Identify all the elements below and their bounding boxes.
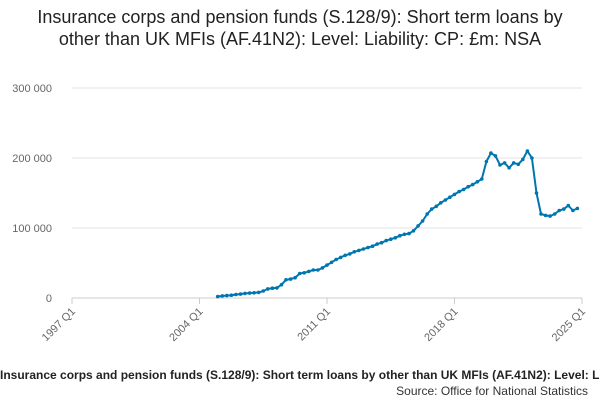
data-point [393,236,398,240]
data-point [398,233,402,238]
data-point [507,166,511,170]
source-note: Source: Office for National Statistics [396,384,588,398]
series-layer [215,149,580,299]
data-point [320,266,325,270]
data-point [502,161,507,165]
data-point [379,240,384,245]
gridlines [72,87,582,229]
data-point [434,204,439,209]
data-point [457,189,461,194]
x-tick-label: 1997 Q1 [40,306,78,344]
data-point [243,291,247,296]
data-point [270,286,275,291]
y-tick-label: 200 000 [12,153,52,165]
data-point [338,255,343,260]
data-point [571,208,575,213]
data-point [466,184,471,189]
data-point [256,290,261,295]
data-point [521,157,525,162]
data-point [343,253,348,258]
data-point [238,292,243,296]
data-point [384,238,389,243]
data-point [480,177,484,181]
data-point [252,291,256,295]
chart-title: Insurance corps and pension funds (S.128… [37,7,563,49]
data-point [489,151,493,155]
data-point [357,248,361,253]
data-point [348,252,352,256]
data-point [329,260,334,265]
data-point [261,289,266,293]
data-point [402,232,407,237]
x-tick-label: 2004 Q1 [167,306,205,344]
data-point [297,271,302,276]
x-tick-label: 2011 Q1 [295,306,333,344]
data-point [475,180,480,184]
x-tick-label: 2018 Q1 [422,306,460,344]
data-point [416,224,420,228]
data-point [302,271,307,275]
data-point [530,156,534,160]
data-point [293,275,297,280]
data-point [439,201,443,205]
series-line [217,150,578,298]
data-point [566,203,571,208]
y-tick-label: 100 000 [12,223,52,235]
data-point [284,278,288,282]
data-point [247,291,252,295]
data-point [448,195,452,199]
data-point [543,213,548,218]
data-point [493,154,498,158]
footer-chart-title: Insurance corps and pension funds (S.128… [0,368,600,382]
data-point [288,277,293,281]
x-tick-label: 2025 Q1 [550,306,588,344]
y-tick-label: 300 000 [12,83,52,95]
y-tick-label: 0 [46,293,52,305]
data-point [525,149,530,153]
data-point [516,162,521,167]
data-point [220,294,225,298]
data-point [575,206,580,211]
data-point [375,242,379,246]
data-point [429,207,434,211]
data-point [484,159,489,164]
data-point [534,191,539,195]
data-point [548,214,552,218]
tick-labels: 0 100 000 200 000 300 000 1997 Q1 2004 Q1 2011… [12,83,588,344]
data-point [225,293,229,298]
data-point [316,268,320,272]
data-point [389,237,393,241]
data-point [234,292,238,297]
data-point [352,250,357,254]
data-point [411,229,416,233]
data-point [420,219,425,223]
data-point [279,282,284,287]
data-point [334,257,338,262]
data-point [562,207,566,211]
data-point [266,287,270,291]
data-point [311,268,316,272]
data-point [452,192,457,197]
data-point [229,293,234,298]
data-point [470,182,475,187]
data-point [407,231,411,236]
data-point [498,163,502,167]
data-point [325,263,329,267]
axes [71,297,583,304]
data-point [539,212,543,216]
data-point [370,244,375,248]
data-point [511,161,516,165]
data-point [361,247,366,251]
data-point [461,187,466,192]
data-point [215,294,220,299]
data-point [557,208,561,213]
data-point [275,286,279,290]
data-point [552,212,557,216]
data-point [366,245,370,250]
data-point [307,269,311,274]
data-point [425,212,430,216]
data-point [443,198,448,202]
